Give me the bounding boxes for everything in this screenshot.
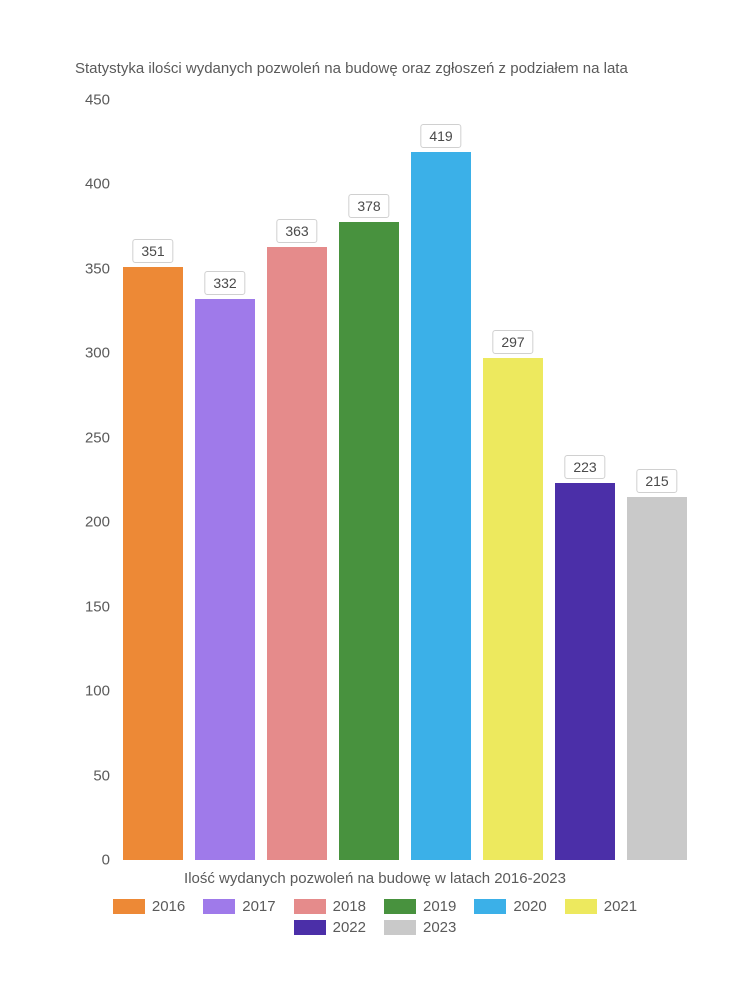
legend-item: 2018 bbox=[294, 898, 366, 915]
legend-label: 2016 bbox=[152, 898, 185, 915]
y-tick: 350 bbox=[85, 260, 110, 277]
chart-container: Statystyka ilości wydanych pozwoleń na b… bbox=[0, 0, 750, 1000]
y-tick: 200 bbox=[85, 514, 110, 531]
bar-value-label: 378 bbox=[348, 194, 389, 218]
y-axis: 050100150200250300350400450 bbox=[70, 100, 110, 860]
legend-item: 2016 bbox=[113, 898, 185, 915]
y-tick: 150 bbox=[85, 598, 110, 615]
legend-swatch bbox=[294, 920, 326, 935]
bar-value-label: 363 bbox=[276, 219, 317, 243]
y-tick: 50 bbox=[93, 767, 110, 784]
legend-label: 2017 bbox=[242, 898, 275, 915]
bar-value-label: 419 bbox=[420, 124, 461, 148]
bar: 378 bbox=[339, 222, 399, 860]
y-tick: 250 bbox=[85, 429, 110, 446]
x-axis-label: Ilość wydanych pozwoleń na budowę w lata… bbox=[0, 870, 750, 887]
bar-value-label: 351 bbox=[132, 239, 173, 263]
legend: 2016 2017 2018 2019 2020 2021 2022 2023 bbox=[0, 898, 750, 936]
legend-swatch bbox=[565, 899, 597, 914]
legend-item: 2023 bbox=[384, 919, 456, 936]
legend-item: 2017 bbox=[203, 898, 275, 915]
y-tick: 100 bbox=[85, 683, 110, 700]
y-tick: 450 bbox=[85, 92, 110, 109]
legend-label: 2020 bbox=[513, 898, 546, 915]
y-tick: 0 bbox=[102, 852, 110, 869]
bar: 332 bbox=[195, 299, 255, 860]
plot-area: 351332363378419297223215 bbox=[115, 100, 695, 860]
bar-value-label: 223 bbox=[564, 455, 605, 479]
bar: 215 bbox=[627, 497, 687, 860]
y-tick: 400 bbox=[85, 176, 110, 193]
legend-swatch bbox=[384, 899, 416, 914]
legend-label: 2021 bbox=[604, 898, 637, 915]
legend-swatch bbox=[384, 920, 416, 935]
legend-label: 2023 bbox=[423, 919, 456, 936]
legend-item: 2020 bbox=[474, 898, 546, 915]
bar-value-label: 332 bbox=[204, 271, 245, 295]
legend-swatch bbox=[113, 899, 145, 914]
y-tick: 300 bbox=[85, 345, 110, 362]
bar: 223 bbox=[555, 483, 615, 860]
bar-value-label: 297 bbox=[492, 330, 533, 354]
legend-swatch bbox=[203, 899, 235, 914]
legend-label: 2018 bbox=[333, 898, 366, 915]
bar: 419 bbox=[411, 152, 471, 860]
bar: 351 bbox=[123, 267, 183, 860]
bar: 363 bbox=[267, 247, 327, 860]
legend-item: 2021 bbox=[565, 898, 637, 915]
legend-label: 2022 bbox=[333, 919, 366, 936]
legend-item: 2019 bbox=[384, 898, 456, 915]
bar: 297 bbox=[483, 358, 543, 860]
legend-label: 2019 bbox=[423, 898, 456, 915]
chart-title: Statystyka ilości wydanych pozwoleń na b… bbox=[75, 60, 628, 77]
legend-swatch bbox=[474, 899, 506, 914]
legend-swatch bbox=[294, 899, 326, 914]
bar-value-label: 215 bbox=[636, 469, 677, 493]
legend-item: 2022 bbox=[294, 919, 366, 936]
